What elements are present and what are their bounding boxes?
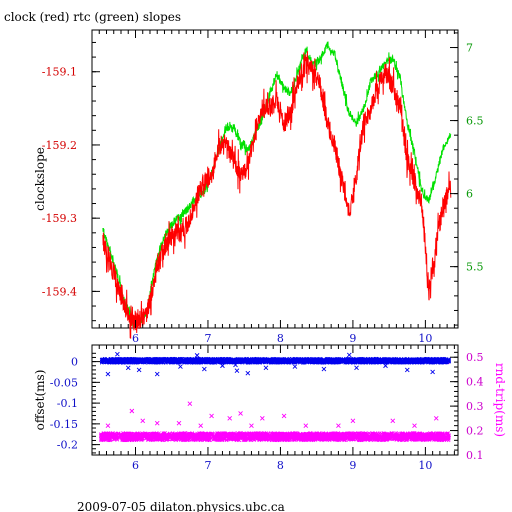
top-x-tick-label: 9 (349, 332, 356, 345)
bottom-y-tick-label: 0 (71, 356, 78, 369)
bottom-y2-tick-label: 0.4 (466, 376, 484, 389)
top-plot-frame (91, 29, 459, 329)
rnd-trip-outlier-point (198, 423, 204, 428)
offset-outlier-point (263, 365, 269, 371)
top-x-tick-label: 6 (132, 332, 139, 345)
offset-outlier-point (233, 362, 238, 368)
rtc-series-line (102, 41, 452, 327)
rnd-trip-outlier-point (140, 418, 146, 424)
bottom-y2-tick-label: 0.5 (466, 351, 484, 364)
offset-outlier-point (234, 368, 240, 374)
top-x-tick-label: 10 (418, 332, 432, 345)
bottom-x-tick-label: 7 (204, 459, 211, 472)
rnd-trip-outlier-point (105, 423, 111, 428)
offset-outlier-point (105, 371, 111, 377)
chart-title: clock (red) rtc (green) slopes (4, 10, 181, 24)
bottom-x-tick-label: 6 (132, 459, 139, 472)
top-y2-tick-label: 7 (466, 42, 473, 55)
bottom-y-tick-label: -0.1 (57, 397, 78, 410)
offset-outlier-point (245, 370, 251, 376)
top-x-tick-label: 7 (204, 332, 211, 345)
rnd-trip-outlier-point (433, 416, 439, 421)
bottom-y2-axis-label: rnd-trip(ms) (493, 363, 507, 437)
bottom-plot-frame (91, 344, 459, 456)
offset-outlier-point (202, 366, 207, 372)
offset-outlier-point (194, 353, 200, 358)
rnd-trip-outlier-point (259, 416, 265, 421)
rnd-trip-outlier-point (129, 408, 135, 414)
offset-outlier-point (115, 351, 120, 357)
rnd-trip-outlier-point (281, 413, 287, 419)
offset-outlier-point (136, 367, 142, 373)
offset-outlier-point (178, 364, 183, 369)
clock-series-line (102, 51, 452, 339)
rnd-trip-outlier-point (154, 420, 160, 426)
rnd-trip-outlier-point (187, 401, 193, 406)
offset-outlier-point (354, 365, 359, 371)
offset-outlier-point (383, 363, 388, 369)
offset-outlier-point (292, 364, 298, 369)
rnd-trip-outlier-point (249, 423, 254, 428)
offset-outlier-point (346, 352, 352, 358)
bottom-y2-tick-label: 0.1 (466, 449, 484, 462)
top-y-tick-label: -159.1 (42, 66, 77, 79)
rnd-trip-outlier-point (336, 423, 341, 428)
rnd-trip-outlier-point (238, 411, 243, 416)
bottom-x-tick-label: 8 (277, 459, 284, 472)
rnd-trip-outlier-point (176, 420, 182, 426)
bottom-chart: 6 7 8 9 10 0 -0.05 -0.1 -0.15 -0.2 0.5 0.4 0.3 0.2 0.1… (33, 344, 507, 472)
rnd-trip-outlier-point (412, 423, 417, 428)
offset-outlier-point (430, 369, 435, 375)
top-y2-tick-label: 6.5 (466, 115, 484, 128)
offset-band-points (99, 356, 452, 365)
offset-outlier-point (154, 371, 160, 377)
bottom-y2-tick-label: 0.2 (466, 425, 484, 438)
top-y-tick-label: -159.3 (42, 212, 77, 225)
bottom-y2-tick-label: 0.3 (466, 400, 484, 413)
top-y-axis-label: clockslope (33, 147, 47, 211)
bottom-x-tick-label: 9 (349, 459, 356, 472)
bottom-y-tick-label: -0.05 (50, 376, 78, 389)
offset-outlier-point (321, 366, 327, 372)
top-y-tick-label: -159.4 (42, 285, 77, 298)
rnd-trip-band-points (98, 431, 452, 443)
top-y-tick-label: -159.2 (42, 139, 77, 152)
rnd-trip-outlier-point (227, 416, 233, 421)
rnd-trip-outlier-point (303, 423, 309, 428)
bottom-y-tick-label: -0.2 (57, 439, 78, 452)
offset-outlier-point (220, 363, 225, 369)
top-x-tick-label: 8 (277, 332, 284, 345)
rnd-trip-outlier-point (390, 418, 396, 424)
bottom-y-axis-label: offset(ms) (33, 370, 47, 431)
footer-text: 2009-07-05 dilaton.physics.ubc.ca (77, 500, 285, 512)
top-chart: 6 7 8 9 10 -159.1 -159.2 -159.3 -159.4 5.5 6 6.5 7 cl… (33, 29, 484, 345)
bottom-x-tick-label: 10 (418, 459, 432, 472)
top-y2-tick-label: 6 (466, 188, 473, 201)
rnd-trip-outlier-point (350, 418, 356, 424)
top-y2-tick-label: 5.5 (466, 261, 484, 274)
offset-outlier-point (125, 365, 131, 371)
bottom-y-tick-label: -0.15 (50, 418, 78, 431)
rnd-trip-outlier-point (209, 413, 214, 419)
offset-outlier-point (404, 367, 410, 373)
